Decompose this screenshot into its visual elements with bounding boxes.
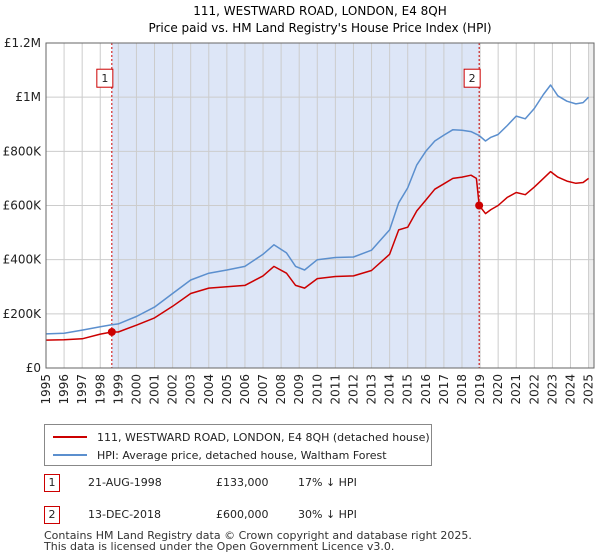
y-tick-label: £1M [15,90,41,104]
legend-item-hpi: HPI: Average price, detached house, Walt… [53,447,387,463]
x-tick-label: 1999 [111,374,125,405]
sale-number-label: 2 [469,72,476,85]
x-tick-label: 2007 [256,374,270,405]
sale-price: £133,000 [216,476,269,489]
x-tick-label: 2000 [129,374,143,405]
chart-subtitle: Price paid vs. HM Land Registry's House … [148,21,491,35]
x-tick-label: 2025 [582,374,596,405]
footer-licence: This data is licensed under the Open Gov… [44,540,395,553]
sale-number-box [96,68,114,88]
sale-badge: 1 [44,474,60,492]
sale-date: 21-AUG-1998 [88,476,162,489]
legend-item-property: 111, WESTWARD ROAD, LONDON, E4 8QH (deta… [53,429,430,445]
sale-hpi-diff: 17% ↓ HPI [298,476,357,489]
y-tick-label: £1.2M [4,36,41,50]
x-tick-label: 2017 [437,374,451,405]
x-tick-label: 2024 [563,374,577,405]
sale-price: £600,000 [216,508,269,521]
x-tick-label: 2016 [419,374,433,405]
legend-swatch-hpi [53,454,87,456]
x-tick-label: 2020 [491,374,505,405]
x-tick-label: 2019 [473,374,487,405]
y-tick-label: £0 [26,361,41,375]
footer-copyright: Contains HM Land Registry data © Crown c… [44,529,472,542]
x-tick-label: 2002 [166,374,180,405]
x-tick-label: 2009 [292,374,306,405]
x-tick-label: 1997 [75,374,89,405]
x-tick-label: 2005 [220,374,234,405]
property-price-line [45,170,590,341]
x-tick-label: 1996 [57,374,71,405]
x-tick-label: 2023 [545,374,559,405]
sale-point [107,327,116,336]
sale-number-label: 1 [101,72,108,85]
chart-title: 111, WESTWARD ROAD, LONDON, E4 8QH [193,4,447,18]
sale-number-box [463,68,481,88]
x-tick-label: 2001 [148,374,162,405]
x-tick-label: 2006 [238,374,252,405]
legend-label-property: 111, WESTWARD ROAD, LONDON, E4 8QH (deta… [97,430,430,444]
x-tick-label: 2014 [383,374,397,405]
x-tick-label: 1998 [93,374,107,405]
x-tick-label: 2012 [346,374,360,405]
y-tick-label: £400K [3,253,43,267]
y-tick-label: £600K [3,199,43,213]
x-tick-label: 2021 [509,374,523,405]
x-tick-label: 1995 [39,374,53,405]
sale-hpi-diff: 30% ↓ HPI [298,508,357,521]
x-tick-label: 2008 [274,374,288,405]
sale-point [475,201,484,210]
footer: Contains HM Land Registry data © Crown c… [44,530,472,552]
legend-swatch-property [53,436,87,438]
x-tick-label: 2018 [455,374,469,405]
x-tick-label: 2013 [365,374,379,405]
plot-area: £0 £200K £400K £600K £800K £1M £1.2M 1995 1996 19… [3,36,596,405]
legend-label-hpi: HPI: Average price, detached house, Walt… [97,448,387,462]
x-tick-label: 2010 [310,374,324,405]
y-tick-label: £800K [3,144,43,158]
x-tick-label: 2003 [184,374,198,405]
plot-frame [45,42,595,369]
hpi-line [45,84,590,335]
sale-date: 13-DEC-2018 [88,508,162,521]
x-tick-label: 2015 [401,374,415,405]
x-tick-label: 2004 [202,374,216,405]
sale-badge: 2 [44,506,60,524]
price-chart: 111, WESTWARD ROAD, LONDON, E4 8QH Price… [3,4,596,405]
legend: 111, WESTWARD ROAD, LONDON, E4 8QH (deta… [44,424,432,466]
x-tick-label: 2011 [328,374,342,405]
x-tick-label: 2022 [527,374,541,405]
y-tick-label: £200K [3,307,43,321]
